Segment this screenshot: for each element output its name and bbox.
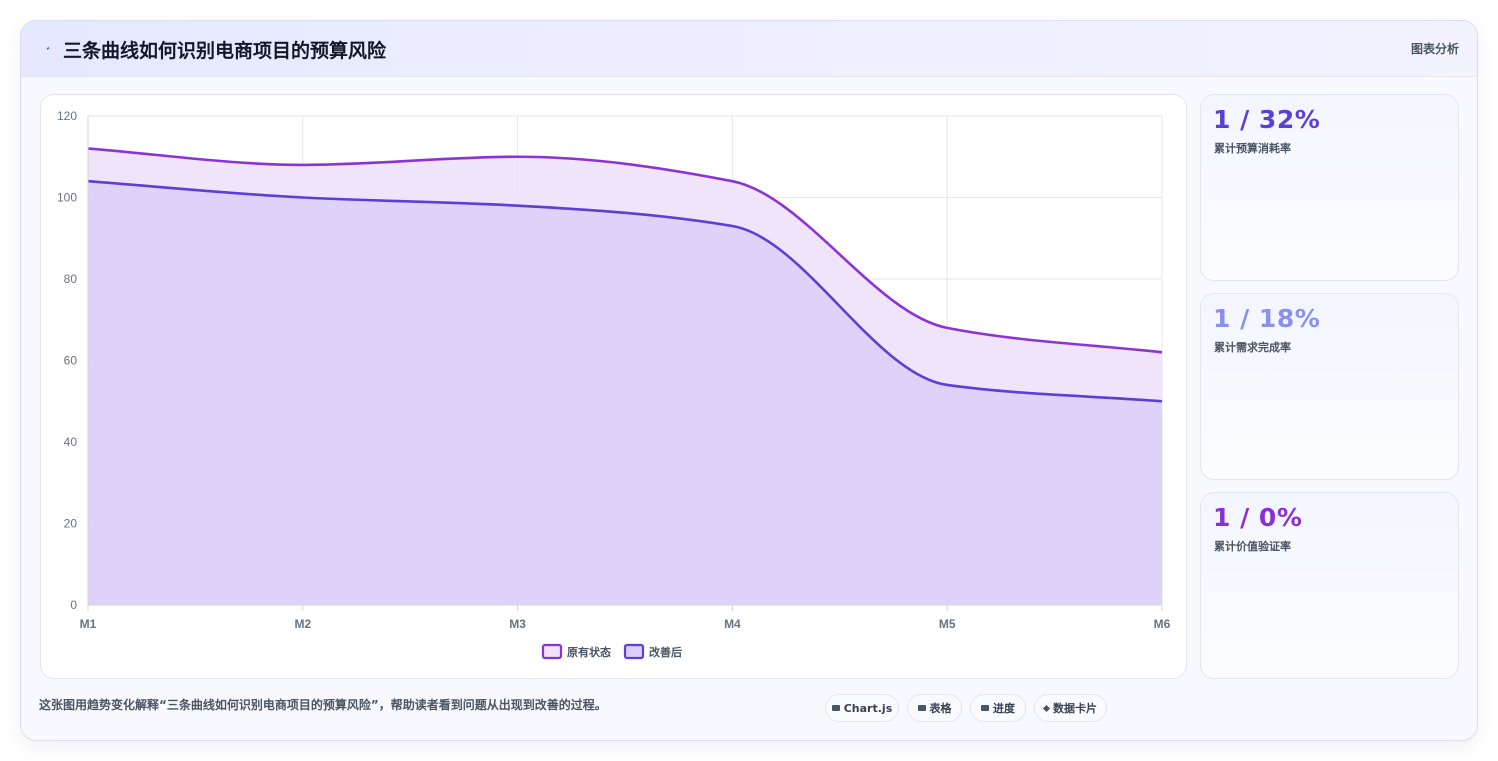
- pill-table[interactable]: 表格: [907, 694, 962, 722]
- stat-card-budget: 1 / 32% 累计预算消耗率: [1200, 94, 1459, 281]
- page-title: 三条曲线如何识别电商项目的预算风险: [63, 40, 387, 62]
- series-area-1: [88, 181, 1162, 605]
- table-icon: [917, 705, 926, 711]
- x-tick-label: M3: [509, 617, 526, 631]
- stat-label: 累计价值验证率: [1214, 540, 1291, 553]
- pill-data-cards[interactable]: 数据卡片: [1034, 694, 1107, 722]
- stat-card-value-validation: 1 / 0% 累计价值验证率: [1200, 492, 1459, 679]
- chart-axes: 0 20 40 60 80 100 120 M1 M2 M3 M4 M5 M6: [57, 109, 1171, 631]
- pill-label: 数据卡片: [1053, 702, 1097, 715]
- y-tick-label: 40: [64, 435, 78, 449]
- y-tick-label: 80: [64, 272, 78, 286]
- pill-progress[interactable]: 进度: [970, 694, 1026, 722]
- x-tick-label: M4: [724, 617, 741, 631]
- series-line-1: [87, 179, 1163, 403]
- pill-chartjs[interactable]: Chart.js: [825, 694, 899, 722]
- y-tick-label: 60: [64, 354, 78, 368]
- legend-swatch[interactable]: [541, 643, 563, 660]
- chart-legend[interactable]: 原有状态 改善后: [541, 643, 682, 660]
- y-tick-label: 0: [70, 598, 77, 612]
- sparkle-icon: [1042, 704, 1051, 712]
- chart-lines: [87, 147, 1163, 403]
- stat-label: 累计需求完成率: [1214, 341, 1291, 354]
- x-tick-label: M2: [294, 617, 311, 631]
- chart-areas: [88, 148, 1162, 605]
- chart-description: 这张图用趋势变化解释“三条曲线如何识别电商项目的预算风险”，帮助读者看到问题从出…: [39, 698, 607, 712]
- stat-value: 1 / 32%: [1213, 105, 1321, 134]
- lightning-icon: [42, 46, 54, 50]
- pill-label: Chart.js: [843, 701, 893, 715]
- series-line-0: [87, 147, 1163, 354]
- chart-icon: [831, 705, 840, 711]
- y-tick-label: 20: [64, 517, 78, 531]
- pill-label: 进度: [993, 702, 1015, 715]
- stat-label: 累计预算消耗率: [1214, 142, 1291, 155]
- legend-label[interactable]: 原有状态: [567, 645, 611, 659]
- stat-card-requirements: 1 / 18% 累计需求完成率: [1200, 293, 1459, 480]
- legend-swatch[interactable]: [623, 643, 645, 660]
- card-header: 三条曲线如何识别电商项目的预算风险 图表分析: [21, 21, 1477, 77]
- x-tick-label: M5: [939, 617, 956, 631]
- chart-panel: 0 20 40 60 80 100 120 M1 M2 M3 M4 M5 M6 原有状态 改善后: [40, 94, 1187, 679]
- stat-value: 1 / 0%: [1213, 503, 1303, 532]
- pill-label: 表格: [929, 702, 952, 715]
- x-tick-label: M6: [1154, 617, 1171, 631]
- legend-label[interactable]: 改善后: [649, 645, 682, 659]
- x-tick-label: M1: [80, 617, 97, 631]
- progress-icon: [981, 705, 989, 711]
- chart-analysis-badge: 图表分析: [1410, 42, 1459, 56]
- stat-value: 1 / 18%: [1213, 304, 1321, 333]
- y-tick-label: 120: [57, 109, 77, 123]
- dashboard-card: 三条曲线如何识别电商项目的预算风险 图表分析 0 20 40 60 80 100 120 M1…: [20, 20, 1478, 741]
- area-chart: 0 20 40 60 80 100 120 M1 M2 M3 M4 M5 M6 原有状态 改善后: [57, 109, 1171, 660]
- y-tick-label: 100: [57, 191, 77, 205]
